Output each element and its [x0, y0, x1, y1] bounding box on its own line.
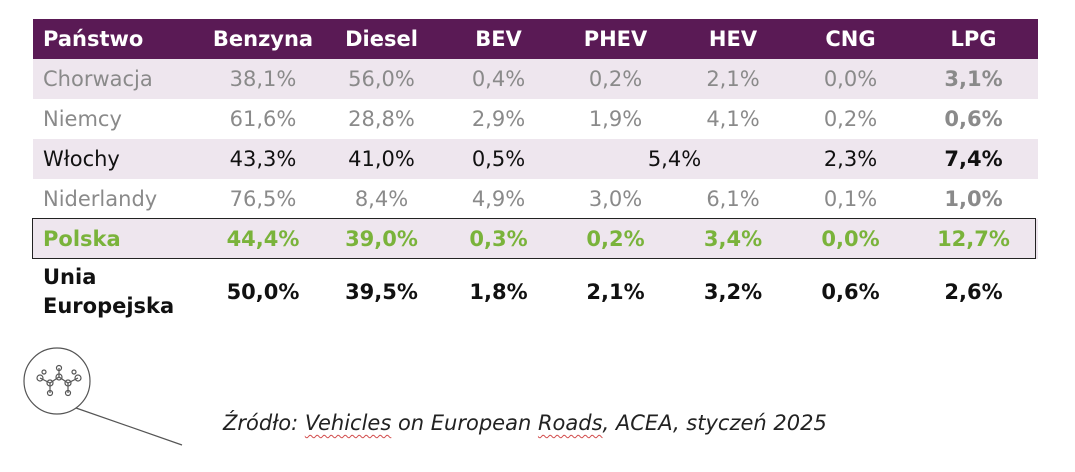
bev-cell: 0,3%: [469, 227, 528, 251]
hev-cell: 3,4%: [703, 227, 763, 251]
country-cell: Chorwacja: [43, 67, 153, 91]
lpg-cell: 7,4%: [944, 147, 1003, 171]
country-line-2: Europejska: [43, 294, 175, 318]
lpg-cell: 2,6%: [944, 280, 1003, 304]
table-header-row: Państwo Benzyna Diesel BEV PHEV HEV CNG …: [33, 19, 1038, 59]
cng-cell: 0,0%: [823, 67, 878, 91]
table-row: Niemcy 61,6% 28,8% 2,9% 1,9% 4,1% 0,2% 0…: [33, 99, 1038, 139]
bev-cell: 0,5%: [471, 147, 526, 171]
bev-cell: 4,9%: [471, 187, 526, 211]
country-cell: Włochy: [43, 147, 120, 171]
lpg-cell: 3,1%: [944, 67, 1003, 91]
benzyna-cell: 76,5%: [229, 187, 297, 211]
lpg-cell: 0,6%: [944, 107, 1003, 131]
country-cell: Niemcy: [43, 107, 122, 131]
source-word-vehicles: Vehicles: [304, 411, 392, 435]
lpg-cell: 12,7%: [937, 227, 1010, 251]
cng-cell: 0,6%: [821, 280, 880, 304]
header-cng: CNG: [825, 27, 876, 51]
table-row-highlighted: Polska 44,4% 39,0% 0,3% 0,2% 3,4% 0,0% 1…: [33, 219, 1038, 259]
phev-cell: 3,0%: [588, 187, 643, 211]
header-phev: PHEV: [583, 27, 648, 51]
hev-cell: 6,1%: [706, 187, 760, 211]
diesel-cell: 41,0%: [348, 147, 415, 171]
hev-cell: 2,1%: [706, 67, 760, 91]
benzyna-cell: 44,4%: [226, 227, 300, 251]
benzyna-cell: 38,1%: [229, 67, 297, 91]
diesel-cell: 39,0%: [345, 227, 418, 251]
hev-cell: 4,1%: [706, 107, 760, 131]
header-diesel: Diesel: [345, 27, 418, 51]
source-tail: , ACEA, styczeń 2025: [602, 411, 827, 435]
phev-cell: 0,2%: [586, 227, 645, 251]
cng-cell: 2,3%: [823, 147, 878, 171]
bev-cell: 2,9%: [471, 107, 526, 131]
phev-cell: 2,1%: [586, 280, 645, 304]
header-benzyna: Benzyna: [212, 27, 314, 51]
hev-cell: 3,2%: [703, 280, 763, 304]
diesel-cell: 39,5%: [345, 280, 418, 304]
bev-cell: 0,4%: [471, 67, 526, 91]
table-row: Włochy 43,3% 41,0% 0,5% 5,4% 2,3% 7,4%: [33, 139, 1038, 179]
benzyna-cell: 61,6%: [229, 107, 297, 131]
benzyna-cell: 43,3%: [229, 147, 297, 171]
source-middle: on European: [391, 411, 538, 435]
table-row: Chorwacja 38,1% 56,0% 0,4% 0,2% 2,1% 0,0…: [33, 59, 1038, 99]
header-hev: HEV: [708, 27, 758, 51]
header-bev: BEV: [475, 27, 522, 51]
lpg-cell: 1,0%: [944, 187, 1003, 211]
cng-cell: 0,2%: [823, 107, 878, 131]
table-row: Unia Europejska 50,0% 39,5% 1,8% 2,1% 3,…: [33, 259, 1038, 325]
diesel-cell: 8,4%: [354, 187, 409, 211]
phev-cell: 0,2%: [588, 67, 643, 91]
molecule-magnifier-icon: [23, 347, 183, 446]
country-cell: Unia Europejska: [33, 259, 203, 325]
phev-cell: 1,9%: [588, 107, 643, 131]
phev-hev-merged-cell: 5,4%: [647, 147, 702, 171]
country-cell: Niderlandy: [43, 187, 158, 211]
fuel-share-table: Państwo Benzyna Diesel BEV PHEV HEV CNG …: [33, 19, 1038, 325]
table-row: Niderlandy 76,5% 8,4% 4,9% 3,0% 6,1% 0,1…: [33, 179, 1038, 219]
diesel-cell: 56,0%: [348, 67, 415, 91]
cng-cell: 0,0%: [821, 227, 880, 251]
source-prefix: Źródło:: [223, 411, 305, 435]
country-cell: Polska: [43, 227, 121, 251]
header-country: Państwo: [43, 27, 144, 51]
header-lpg: LPG: [950, 27, 997, 51]
source-note: Źródło: Vehicles on European Roads, ACEA…: [223, 411, 827, 435]
diesel-cell: 28,8%: [348, 107, 415, 131]
country-line-1: Unia: [43, 265, 97, 289]
bev-cell: 1,8%: [469, 280, 528, 304]
cng-cell: 0,1%: [823, 187, 878, 211]
source-word-roads: Roads: [537, 411, 603, 435]
benzyna-cell: 50,0%: [226, 280, 300, 304]
